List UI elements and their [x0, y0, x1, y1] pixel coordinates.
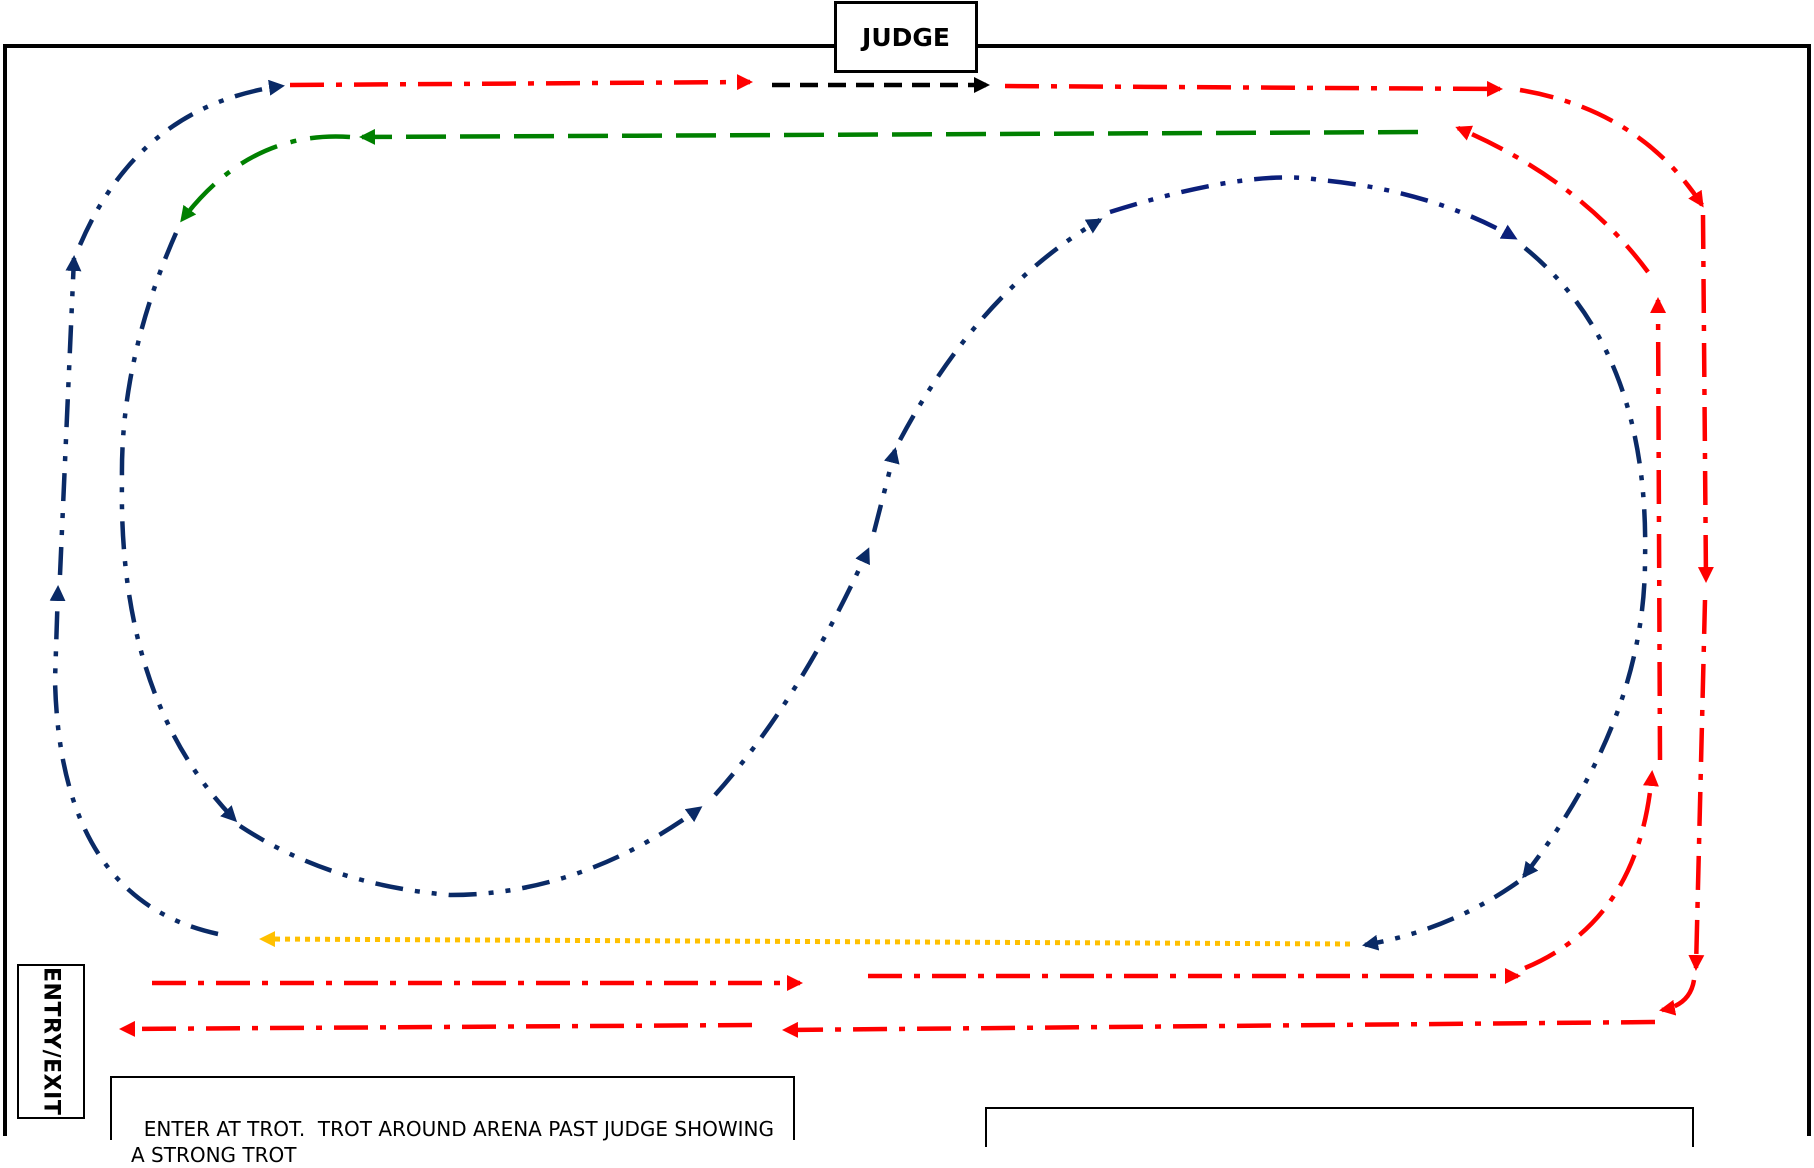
figure-eight-diagonal-3 [900, 220, 1100, 440]
return-segment-corner [182, 136, 350, 220]
figure-eight-outer-top-corner [80, 86, 282, 245]
figure-eight-outer-left [55, 588, 218, 934]
trot-segment-outer-right-down-2 [1696, 600, 1705, 968]
return-segment-top [362, 132, 1418, 137]
trot-segment-top-1 [290, 82, 750, 85]
trot-segment-inner-right-up [1658, 300, 1660, 760]
trot-segment-inner-corner [1458, 128, 1648, 272]
figure-eight-top-right [1110, 177, 1515, 238]
trot-segment-top-2 [1005, 86, 1500, 89]
figure-eight-inner-left [122, 233, 235, 820]
trot-segment-bottom-left-1 [785, 1022, 1655, 1030]
final-line-path [262, 939, 1350, 944]
figure-eight-right-loop [1524, 248, 1645, 876]
trot-path [122, 82, 1706, 1030]
entry-exit-label-box: ENTRY/EXIT [17, 964, 85, 1119]
notes-box [985, 1107, 1694, 1147]
judge-label: JUDGE [862, 23, 950, 52]
arena-diagram [0, 0, 1814, 1136]
figure-eight-right-bottom [1365, 882, 1518, 945]
figure-eight-bottom-curve [240, 808, 700, 895]
arena-border [5, 46, 1809, 1136]
trot-segment-outer-corner [1520, 90, 1702, 205]
figure-eight-outer-left-up [60, 258, 74, 575]
return-path [182, 132, 1418, 220]
trot-segment-outer-bottom-corner [1662, 980, 1694, 1010]
figure-eight-diagonal-1 [715, 550, 868, 795]
figure-eight-path [55, 86, 1645, 945]
figure-eight-diagonal-2 [874, 450, 895, 532]
trot-segment-outer-right-down [1703, 215, 1706, 580]
judge-label-box: JUDGE [834, 1, 978, 73]
trot-segment-bottom-left-2 [122, 1025, 752, 1029]
trot-segment-inner-curve [1525, 773, 1652, 968]
instructions-box: ENTER AT TROT. TROT AROUND ARENA PAST JU… [110, 1076, 795, 1140]
entry-exit-label: ENTRY/EXIT [39, 967, 64, 1115]
instructions-text: ENTER AT TROT. TROT AROUND ARENA PAST JU… [131, 1117, 780, 1167]
